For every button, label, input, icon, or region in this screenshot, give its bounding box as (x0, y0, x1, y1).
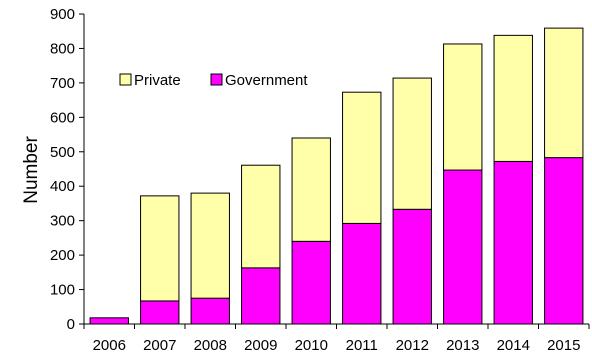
x-tick-label-2010: 2010 (295, 337, 328, 354)
y-tick-label-800: 800 (50, 40, 75, 57)
x-tick-label-2007: 2007 (143, 337, 176, 354)
x-tick-label-2014: 2014 (497, 337, 530, 354)
bar-private-2010 (291, 137, 331, 242)
bar-government-2011 (342, 222, 382, 325)
bar-private-2015 (544, 27, 584, 159)
legend-label-government: Government (225, 72, 308, 89)
y-tick-label-500: 500 (50, 144, 75, 161)
x-tick-label-2009: 2009 (244, 337, 277, 354)
legend: Private Government (119, 72, 308, 89)
bars-layer (89, 27, 584, 325)
x-tick-label-2015: 2015 (547, 337, 580, 354)
bar-private-2013 (443, 43, 483, 171)
bar-private-2008 (190, 192, 230, 299)
y-tick-label-300: 300 (50, 213, 75, 230)
y-tick-label-900: 900 (50, 6, 75, 23)
y-tick-label-0: 0 (67, 316, 75, 333)
x-tick-label-2012: 2012 (396, 337, 429, 354)
bar-private-2009 (241, 164, 281, 269)
y-tick-label-100: 100 (50, 282, 75, 299)
bar-private-2007 (140, 195, 180, 302)
bar-government-2012 (392, 208, 432, 325)
legend-label-private: Private (134, 72, 181, 89)
x-tick-label-2013: 2013 (446, 337, 479, 354)
bar-government-2013 (443, 169, 483, 325)
legend-swatch-government (210, 73, 223, 86)
bar-government-2009 (241, 267, 281, 325)
x-tick-label-2006: 2006 (93, 337, 126, 354)
x-tick-label-2008: 2008 (194, 337, 227, 354)
y-tick-label-200: 200 (50, 247, 75, 264)
x-ticks-layer: 2006 2007 2008 2009 2010 2011 2012 2013 2014 2015 (83, 324, 590, 354)
bar-government-2010 (291, 240, 331, 325)
bar-government-2014 (493, 160, 533, 325)
y-axis-label: Number (21, 136, 42, 204)
x-tick-label-2011: 2011 (346, 337, 378, 354)
y-tick-label-600: 600 (50, 109, 75, 126)
bar-private-2011 (342, 91, 382, 224)
bar-private-2012 (392, 77, 432, 210)
bar-government-2006 (89, 317, 129, 325)
y-ticks-layer: 0 100 200 300 400 500 600 700 800 900 (50, 6, 84, 333)
legend-swatch-private (119, 73, 132, 86)
y-tick-label-700: 700 (50, 75, 75, 92)
bar-government-2015 (544, 157, 584, 325)
bar-government-2008 (190, 297, 230, 325)
bar-government-2007 (140, 300, 180, 325)
bar-private-2014 (493, 34, 533, 162)
y-tick-label-400: 400 (50, 178, 75, 195)
